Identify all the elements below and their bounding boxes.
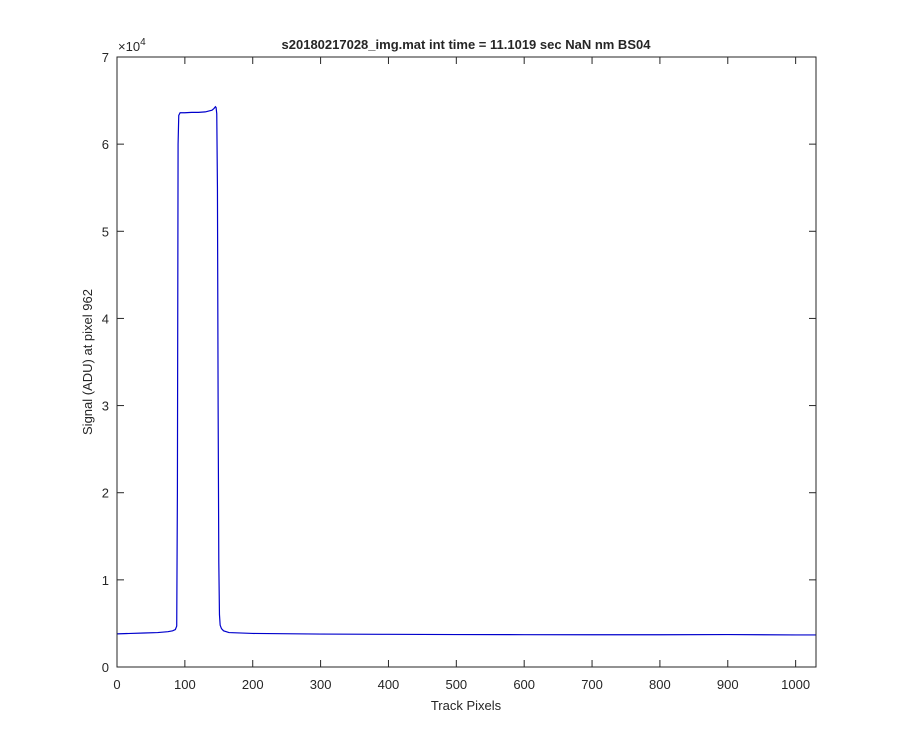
y-axis-label: Signal (ADU) at pixel 962 [80,289,95,435]
x-tick-label: 500 [445,677,467,692]
x-tick-label: 1000 [781,677,810,692]
x-tick-label: 0 [113,677,120,692]
y-tick-label: 2 [102,486,109,501]
x-tick-label: 400 [378,677,400,692]
data-line [116,105,816,636]
y-multiplier: ×104 [118,37,146,54]
y-tick-label: 3 [102,399,109,414]
y-tick-label: 4 [102,311,109,326]
y-tick-label: 6 [102,137,109,152]
y-tick-label: 7 [102,50,109,65]
y-multiplier-exponent: 4 [140,37,146,48]
y-tick-label: 5 [102,224,109,239]
y-multiplier-base: ×10 [118,39,140,54]
x-tick-label: 900 [717,677,739,692]
x-tick-label: 600 [513,677,535,692]
x-tick-label: 300 [310,677,332,692]
plot-frame [116,56,817,668]
x-tick-label: 700 [581,677,603,692]
x-tick-label: 100 [174,677,196,692]
y-tick-label: 0 [102,660,109,675]
x-tick-label: 800 [649,677,671,692]
chart-title: s20180217028_img.mat int time = 11.1019 … [282,37,652,52]
y-tick-label: 1 [102,573,109,588]
x-tick-label: 200 [242,677,264,692]
x-axis-label: Track Pixels [431,698,502,713]
